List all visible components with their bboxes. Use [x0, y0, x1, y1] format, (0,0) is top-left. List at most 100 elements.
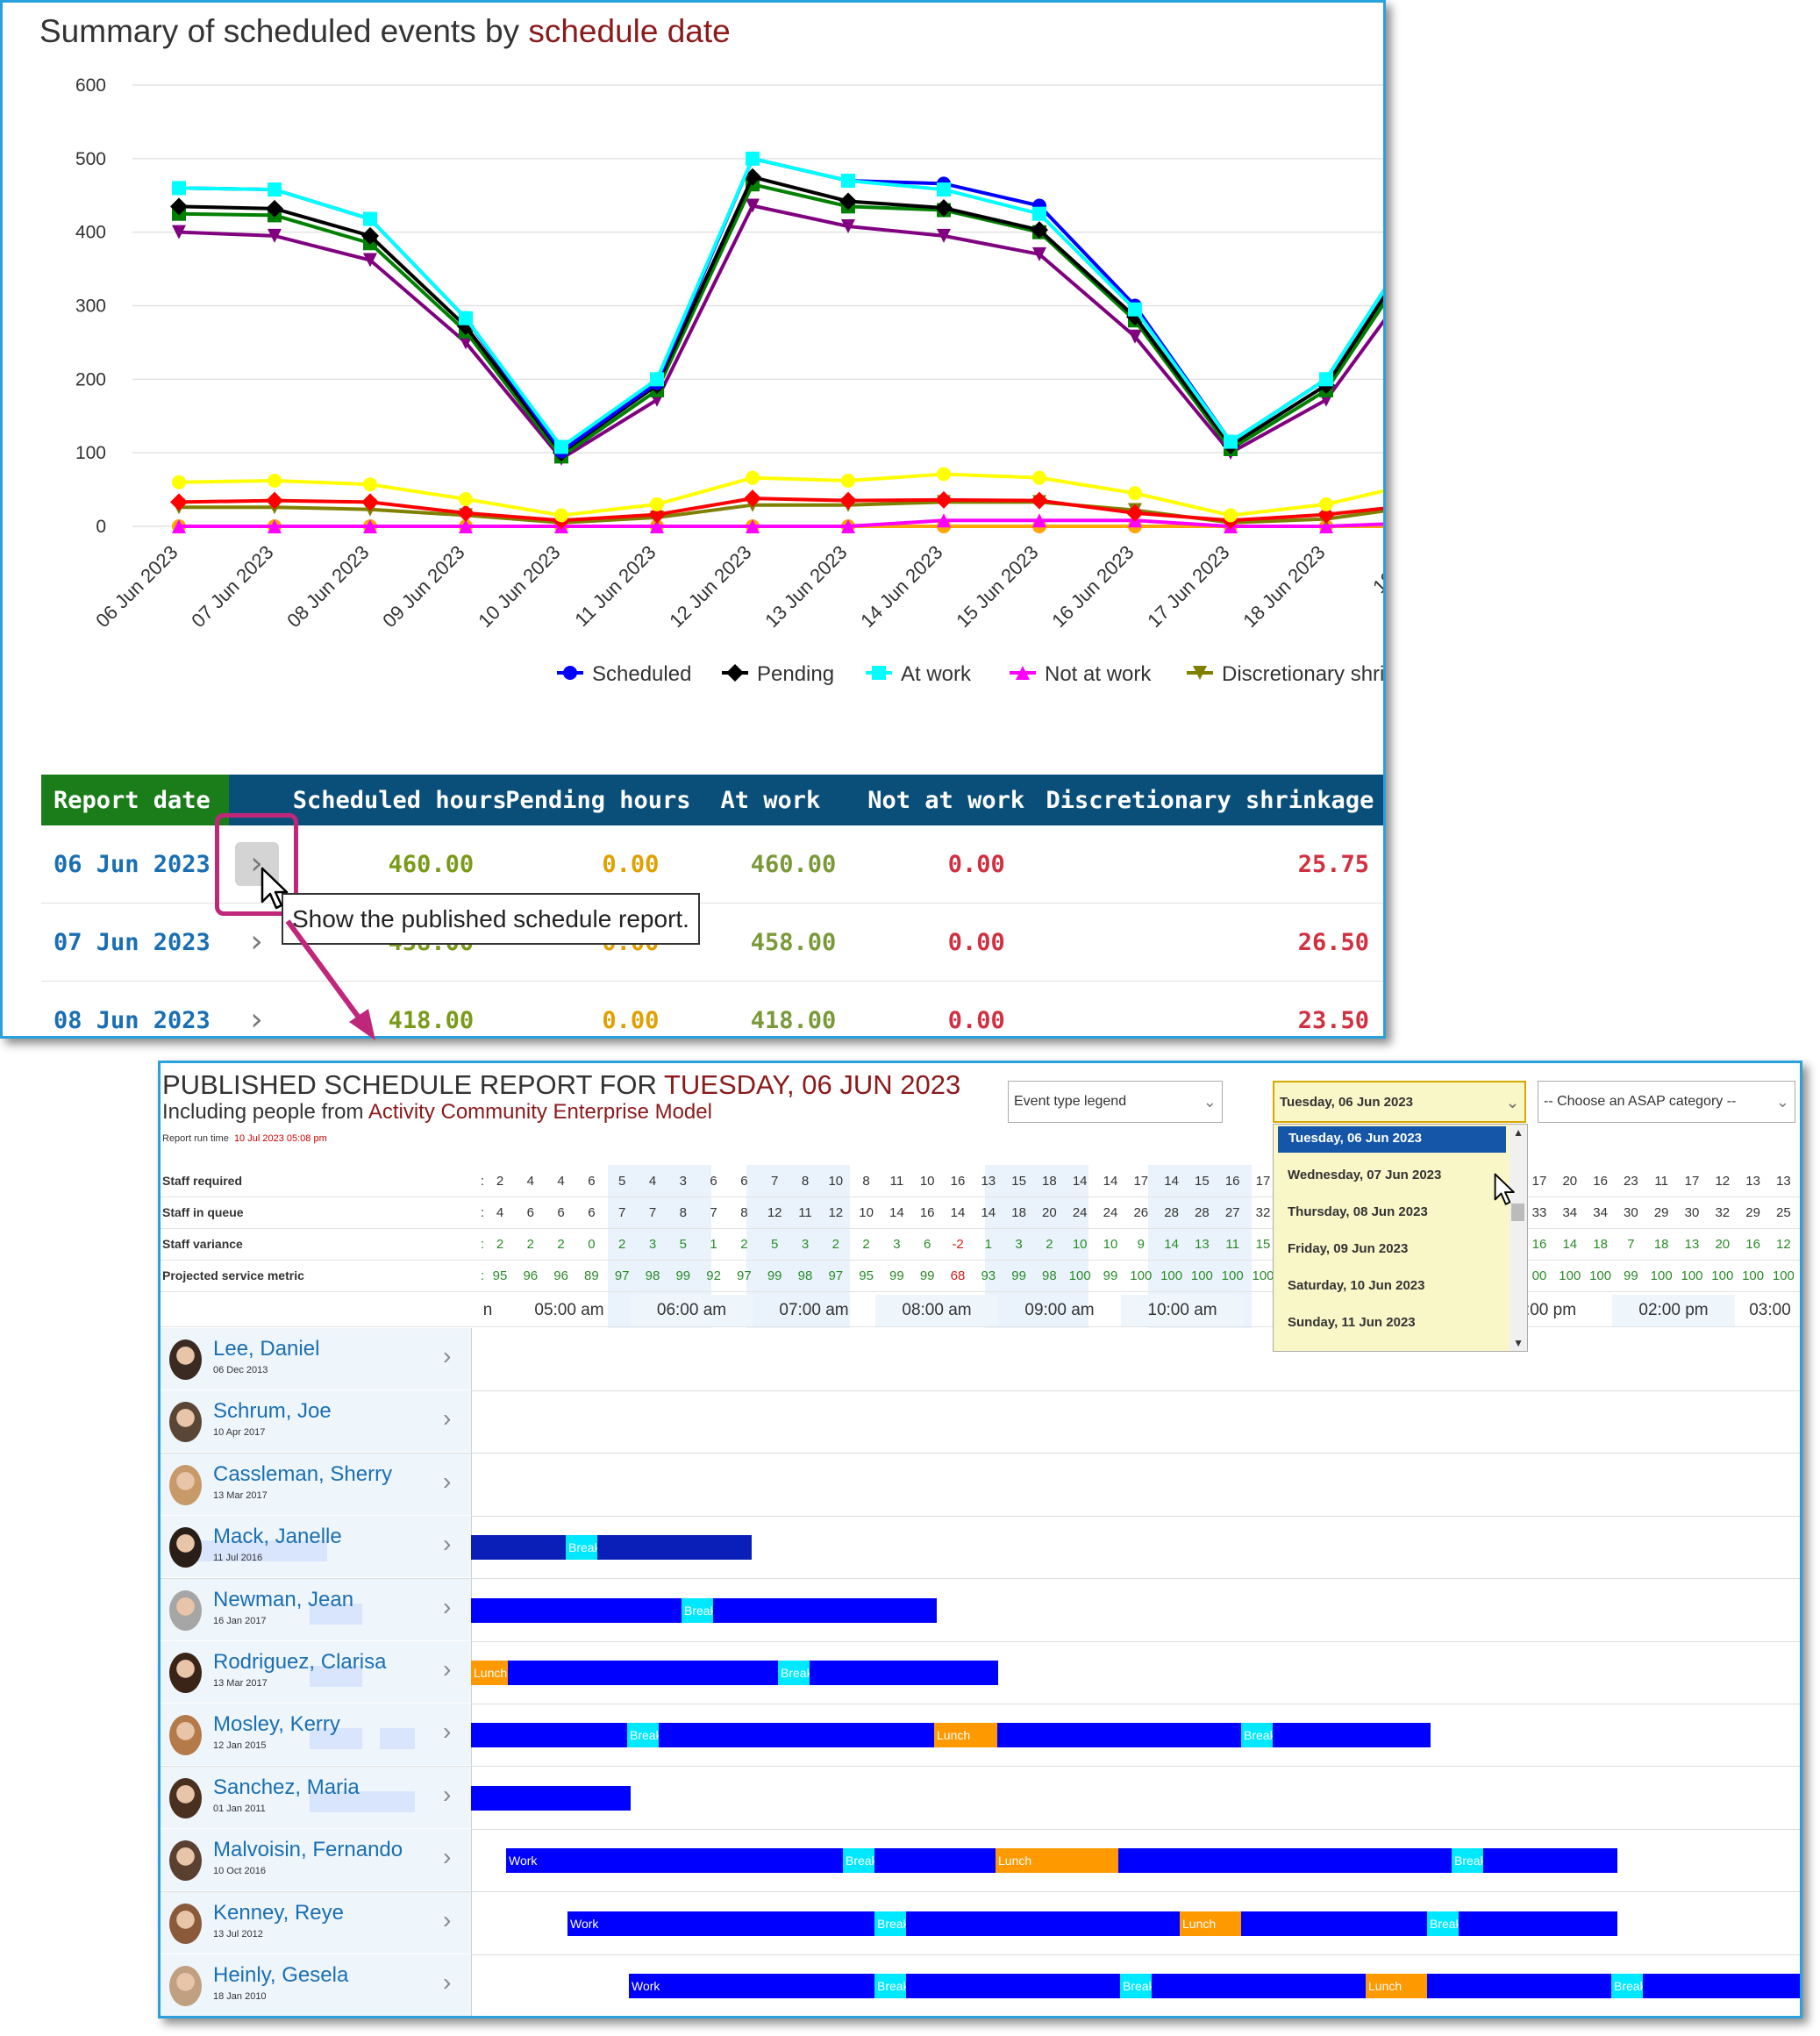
work-bar[interactable] — [471, 1785, 631, 1811]
staff-info[interactable]: Cassleman, Sherry 13 Mar 2017 › — [161, 1453, 471, 1515]
staff-row: Mosley, Kerry 12 Jan 2015 › Break Lunch Break — [161, 1704, 1800, 1768]
chevron-right-icon[interactable]: › — [443, 1592, 452, 1620]
staff-info[interactable]: Newman, Jean 16 Jan 2017 › — [161, 1578, 471, 1640]
chevron-right-icon[interactable]: › — [443, 1404, 452, 1432]
date-option[interactable]: Thursday, 08 Jun 2023 — [1288, 1204, 1428, 1219]
staff-row: Kenney, Reye 13 Jul 2012 › Work Break Lunch Br… — [161, 1891, 1800, 1955]
metric-value: 99 — [675, 1268, 691, 1283]
staff-info[interactable]: Mosley, Kerry 12 Jan 2015 › — [161, 1704, 471, 1766]
break-bar[interactable]: Break — [874, 1911, 906, 1936]
staff-name-link[interactable]: Lee, Daniel — [213, 1337, 320, 1361]
break-bar[interactable]: Break — [874, 1974, 906, 1998]
chevron-right-icon[interactable]: › — [250, 1002, 263, 1038]
break-bar[interactable]: Break — [1241, 1723, 1273, 1748]
dropdown-scrollbar[interactable]: ▲ ▼ — [1510, 1125, 1527, 1351]
staff-name-link[interactable]: Schrum, Joe — [213, 1399, 332, 1424]
series-line — [178, 175, 1383, 455]
lunch-bar[interactable]: Lunch — [996, 1848, 1118, 1874]
work-bar[interactable] — [508, 1661, 998, 1685]
staff-info[interactable]: Sanchez, Maria 01 Jan 2011 › — [161, 1766, 471, 1828]
break-bar[interactable]: Break — [843, 1848, 874, 1874]
work-bar[interactable] — [471, 1535, 752, 1561]
chevron-right-icon[interactable]: › — [250, 924, 263, 960]
staff-info[interactable]: Heinly, Gesela 18 Jan 2010 › — [161, 1954, 471, 2016]
chevron-right-icon[interactable]: › — [443, 1342, 452, 1369]
data-point — [1032, 246, 1046, 261]
break-bar[interactable]: Break — [1120, 1974, 1152, 1998]
metric-value: 5 — [618, 1174, 626, 1189]
break-bar[interactable]: Break — [1611, 1974, 1643, 1998]
data-point — [361, 226, 379, 245]
col-at-work[interactable]: At work — [682, 775, 860, 825]
staff-info[interactable]: Lee, Daniel 06 Dec 2013 › — [161, 1328, 471, 1389]
report-date-link[interactable]: 08 Jun 2023 — [41, 981, 230, 1036]
metric-value: 8 — [862, 1174, 870, 1189]
staff-name-link[interactable]: Heinly, Gesela — [213, 1963, 349, 1987]
col-scheduled-hours[interactable]: Scheduled hours — [283, 775, 507, 825]
asap-category-select[interactable]: -- Choose an ASAP category -- ⌄ — [1538, 1081, 1795, 1123]
date-option[interactable]: Monday, 12 Jun 2023 — [1274, 1342, 1506, 1351]
staff-name-link[interactable]: Cassleman, Sherry — [213, 1461, 393, 1486]
chevron-right-icon[interactable]: › — [443, 1905, 452, 1933]
break-bar[interactable]: Break — [682, 1597, 713, 1623]
summary-line-chart: 0 100 200 300 400 500 600 06 Jun 2023 07 Jun 202… — [75, 75, 1384, 686]
break-bar[interactable]: Break — [778, 1661, 810, 1685]
scroll-thumb[interactable] — [1511, 1204, 1524, 1221]
staff-name-link[interactable]: Mosley, Kerry — [213, 1712, 340, 1737]
date-select[interactable]: Tuesday, 06 Jun 2023 ⌄ — [1273, 1081, 1526, 1123]
col-discretionary-shrinkage[interactable]: Discretionary shrinkage — [1027, 775, 1383, 825]
staff-info[interactable]: Rodriguez, Clarisa 13 Mar 2017 › — [161, 1641, 471, 1703]
staff-info[interactable]: Schrum, Joe 10 Apr 2017 › — [161, 1390, 471, 1453]
break-bar[interactable]: Break — [1427, 1911, 1459, 1936]
break-bar[interactable]: Break — [566, 1535, 597, 1561]
expand-button[interactable]: › — [229, 981, 284, 1038]
expand-button[interactable]: › — [229, 903, 284, 982]
col-not-at-work[interactable]: Not at work — [859, 775, 1028, 825]
chevron-right-icon[interactable]: › — [443, 1655, 452, 1682]
chevron-right-icon[interactable]: › — [443, 1467, 452, 1495]
scroll-up-icon[interactable]: ▲ — [1513, 1126, 1524, 1139]
staff-name-link[interactable]: Rodriguez, Clarisa — [213, 1650, 387, 1674]
event-type-legend-select[interactable]: Event type legend ⌄ — [1008, 1081, 1223, 1123]
report-date-link[interactable]: 07 Jun 2023 — [41, 903, 230, 982]
chevron-right-icon[interactable]: › — [443, 1780, 452, 1808]
work-bar[interactable]: Work — [629, 1974, 1800, 1998]
date-dropdown-list[interactable]: Tuesday, 06 Jun 2023 Wednesday, 07 Jun 20… — [1273, 1124, 1528, 1352]
chevron-right-icon[interactable]: › — [443, 1843, 452, 1871]
staff-name-link[interactable]: Mack, Janelle — [213, 1525, 342, 1549]
report-date-link[interactable]: 06 Jun 2023 — [41, 825, 230, 904]
break-bar[interactable]: Break — [627, 1723, 659, 1748]
scroll-down-icon[interactable]: ▼ — [1513, 1337, 1524, 1349]
date-option[interactable]: Friday, 09 Jun 2023 — [1288, 1241, 1409, 1256]
metric-value: 10 — [1103, 1237, 1118, 1252]
metric-value: 4 — [557, 1174, 565, 1189]
metric-value: 15 — [1255, 1237, 1271, 1252]
col-pending-hours[interactable]: Pending hours — [496, 775, 691, 825]
lunch-bar[interactable]: Lunch — [1180, 1911, 1241, 1936]
break-bar[interactable]: Break — [1452, 1848, 1483, 1874]
chevron-right-icon[interactable]: › — [443, 1530, 452, 1558]
staff-info[interactable]: Kenney, Reye 13 Jul 2012 › — [161, 1891, 471, 1954]
date-option[interactable]: Saturday, 10 Jun 2023 — [1288, 1278, 1425, 1293]
legend-label: Discretionary shri — [1222, 662, 1384, 686]
lunch-bar[interactable]: Lunch — [471, 1661, 508, 1685]
divider — [471, 1390, 472, 1454]
date-option[interactable]: Wednesday, 07 Jun 2023 — [1288, 1168, 1442, 1182]
metric-value: 6 — [526, 1205, 534, 1220]
work-bar[interactable]: Work — [567, 1911, 1617, 1936]
staff-name-link[interactable]: Kenney, Reye — [213, 1900, 344, 1925]
staff-name-link[interactable]: Sanchez, Maria — [213, 1775, 360, 1799]
date-option[interactable]: Sunday, 11 Jun 2023 — [1288, 1315, 1416, 1330]
staff-name-link[interactable]: Malvoisin, Fernando — [213, 1838, 403, 1862]
metric-value: 7 — [618, 1205, 626, 1220]
metric-value: 18 — [1042, 1174, 1057, 1189]
lunch-bar[interactable]: Lunch — [1366, 1974, 1427, 1998]
staff-info[interactable]: Malvoisin, Fernando 10 Oct 2016 › — [161, 1829, 471, 1891]
date-option[interactable]: Tuesday, 06 Jun 2023 — [1278, 1126, 1506, 1153]
chevron-right-icon[interactable]: › — [443, 1718, 452, 1746]
lunch-bar[interactable]: Lunch — [934, 1723, 997, 1748]
staff-info[interactable]: Mack, Janelle 11 Jul 2016 › — [161, 1516, 471, 1578]
col-report-date[interactable]: Report date — [41, 775, 230, 825]
chevron-right-icon[interactable]: › — [443, 1968, 452, 1996]
staff-name-link[interactable]: Newman, Jean — [213, 1587, 354, 1611]
